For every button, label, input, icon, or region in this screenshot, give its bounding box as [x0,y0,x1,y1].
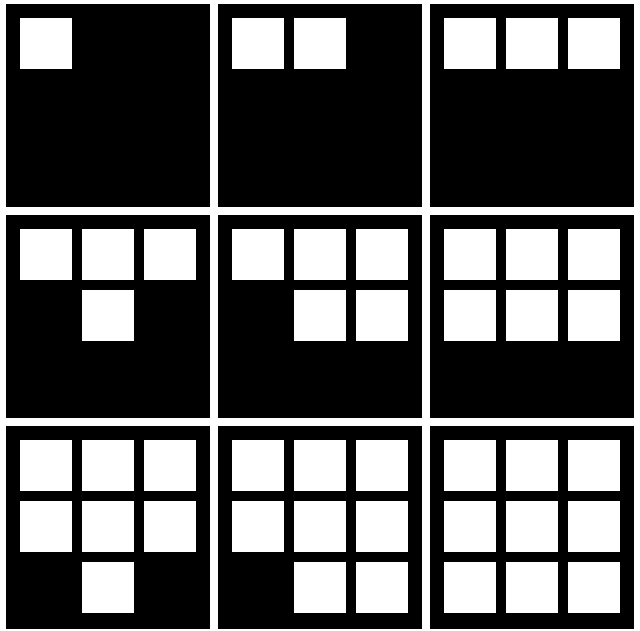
cell [568,501,620,552]
cell [294,440,346,491]
panel-5 [218,215,422,418]
cell [82,229,134,280]
panel-4 [6,215,210,418]
cell [444,18,496,69]
cell [506,501,558,552]
cell [568,290,620,341]
cell [144,501,196,552]
panel-1 [6,4,210,207]
cell [356,562,408,613]
panel-3 [430,4,634,207]
cell [568,440,620,491]
cell [20,229,72,280]
cell [82,501,134,552]
panel-2 [218,4,422,207]
cell [568,18,620,69]
cell [294,229,346,280]
cell [82,440,134,491]
cell [506,18,558,69]
cell [356,440,408,491]
cell [20,440,72,491]
cell [82,562,134,613]
cell [294,562,346,613]
panel-9 [430,426,634,629]
panel-8 [218,426,422,629]
cell [568,562,620,613]
cell [144,440,196,491]
panel-7 [6,426,210,629]
cell [356,290,408,341]
cell [506,440,558,491]
cell [506,290,558,341]
cell [294,18,346,69]
cell [356,229,408,280]
cell [232,501,284,552]
cell [232,18,284,69]
cell [568,229,620,280]
nine-panel-diagram [0,0,640,631]
cell [356,501,408,552]
cell [444,290,496,341]
cell [232,440,284,491]
cell [506,562,558,613]
cell [506,229,558,280]
cell [20,501,72,552]
cell [294,501,346,552]
cell [82,290,134,341]
cell [232,229,284,280]
cell [444,440,496,491]
cell [144,229,196,280]
cell [444,501,496,552]
cell [444,562,496,613]
cell [444,229,496,280]
cell [294,290,346,341]
panel-6 [430,215,634,418]
cell [20,18,72,69]
